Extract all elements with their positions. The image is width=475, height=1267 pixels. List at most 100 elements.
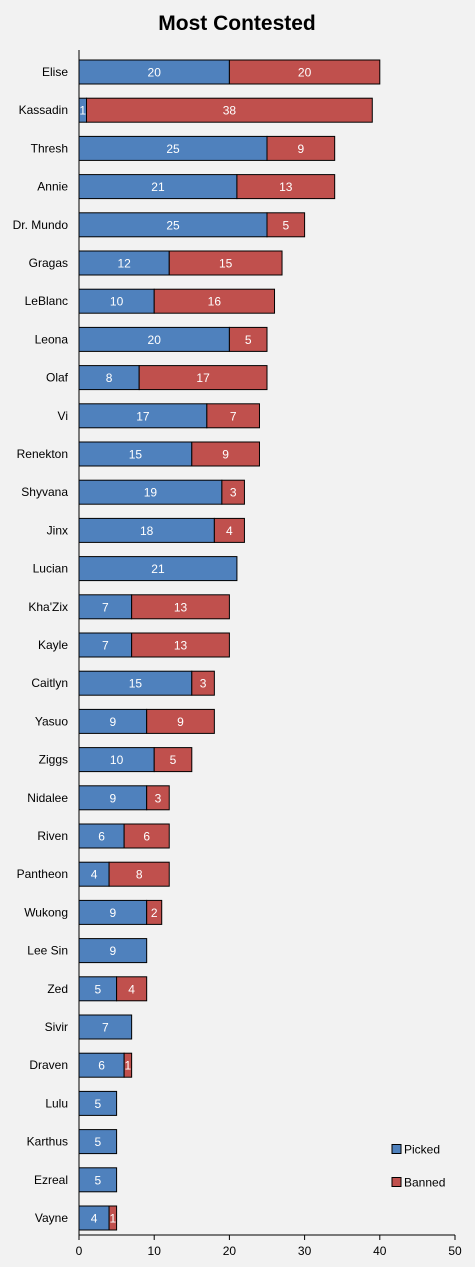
bar-picked: [78, 632, 133, 658]
data-label-picked: 25: [166, 218, 180, 232]
bar-picked: [78, 326, 230, 352]
bar-banned: [228, 326, 268, 352]
bar-picked: [78, 976, 118, 1002]
data-label-banned: 5: [245, 333, 252, 347]
category-label: Annie: [37, 180, 68, 194]
data-label-picked: 9: [109, 944, 116, 958]
bar-picked: [78, 1205, 110, 1231]
data-label-banned: 9: [297, 142, 304, 156]
data-label-banned: 13: [279, 180, 293, 194]
data-label-picked: 5: [94, 1135, 101, 1149]
data-label-picked: 17: [136, 409, 150, 423]
bar-banned: [131, 594, 230, 620]
category-label: Karthus: [27, 1135, 68, 1149]
data-label-picked: 4: [91, 868, 98, 882]
bar-picked: [78, 288, 155, 314]
data-label-picked: 20: [148, 66, 162, 80]
data-label-banned: 3: [230, 486, 237, 500]
legend-label-picked: Picked: [404, 1143, 440, 1157]
category-label: Draven: [29, 1058, 68, 1072]
data-label-picked: 9: [109, 715, 116, 729]
data-label-banned: 3: [200, 677, 207, 691]
bar-banned: [236, 174, 336, 200]
bar-banned: [191, 670, 215, 696]
bar-picked: [78, 212, 268, 238]
bar-banned: [116, 976, 148, 1002]
data-label-picked: 7: [102, 639, 109, 653]
bar-picked: [78, 594, 133, 620]
category-label: Vayne: [35, 1211, 68, 1225]
legend-swatch-picked: [391, 1144, 402, 1154]
data-label-banned: 20: [298, 66, 312, 80]
category-label: Riven: [37, 829, 68, 843]
bar-picked: [78, 174, 238, 200]
data-label-banned: 9: [222, 448, 229, 462]
category-label: Pantheon: [17, 867, 68, 881]
data-label-picked: 21: [151, 180, 165, 194]
data-label-picked: 19: [144, 486, 158, 500]
data-label-banned: 15: [219, 257, 233, 271]
bar-banned: [146, 899, 163, 925]
x-axis: 0 10 20 30 40 50: [76, 50, 462, 1258]
category-labels: Elise Kassadin Thresh Annie Dr. Mundo Gragas L…: [13, 65, 69, 1225]
category-label: Gragas: [29, 256, 68, 270]
category-label: Zed: [47, 982, 68, 996]
bar-picked: [78, 250, 170, 276]
bar-banned: [131, 632, 230, 658]
data-label-picked: 9: [109, 791, 116, 805]
data-label-picked: 7: [102, 600, 109, 614]
data-label-picked: 7: [102, 1021, 109, 1035]
x-tick-label: 50: [448, 1244, 462, 1258]
category-label: Sivir: [45, 1020, 68, 1034]
data-label-picked: 20: [148, 333, 162, 347]
data-label-picked: 21: [151, 562, 165, 576]
data-label-picked: 6: [98, 1059, 105, 1073]
data-label-picked: 9: [109, 906, 116, 920]
data-label-banned: 1: [125, 1059, 132, 1073]
bar-banned: [228, 59, 381, 85]
category-label: Lucian: [33, 562, 68, 576]
category-label: Yasuo: [35, 714, 68, 728]
category-label: Jinx: [47, 523, 68, 537]
bar-banned: [266, 135, 336, 161]
category-label: Nidalee: [27, 791, 68, 805]
data-label-picked: 5: [94, 982, 101, 996]
category-label: Ziggs: [39, 753, 68, 767]
data-label-picked: 15: [129, 448, 143, 462]
bar-banned: [153, 747, 193, 773]
category-label: Shyvana: [21, 485, 68, 499]
data-label-banned: 4: [128, 982, 135, 996]
data-label-banned: 4: [226, 524, 233, 538]
data-label-picked: 18: [140, 524, 154, 538]
bar-picked: [78, 1014, 133, 1040]
data-label-picked: 8: [106, 371, 113, 385]
data-label-banned: 2: [151, 906, 158, 920]
category-label: LeBlanc: [25, 294, 68, 308]
category-label: Elise: [42, 65, 68, 79]
bar-picked: [78, 1167, 118, 1193]
category-label: Lulu: [45, 1096, 68, 1110]
bar-banned: [108, 1205, 118, 1231]
bar-banned: [168, 250, 283, 276]
x-tick-label: 40: [373, 1244, 387, 1258]
category-label: Olaf: [46, 371, 69, 385]
bar-banned: [86, 97, 373, 123]
bar-banned: [221, 479, 245, 505]
legend-label-banned: Banned: [404, 1176, 445, 1190]
data-label-banned: 1: [109, 1212, 116, 1226]
x-tick-label: 30: [298, 1244, 312, 1258]
category-label: Ezreal: [34, 1173, 68, 1187]
data-label-banned: 9: [177, 715, 184, 729]
category-label: Wukong: [24, 905, 68, 919]
category-label: Renekton: [17, 447, 68, 461]
data-label-picked: 5: [94, 1097, 101, 1111]
category-label: Kayle: [38, 638, 68, 652]
bar-picked: [78, 403, 208, 429]
x-tick-label: 20: [223, 1244, 237, 1258]
data-label-banned: 7: [230, 409, 237, 423]
bar-banned: [153, 288, 276, 314]
data-label-picked: 10: [110, 295, 124, 309]
category-label: Lee Sin: [27, 944, 68, 958]
